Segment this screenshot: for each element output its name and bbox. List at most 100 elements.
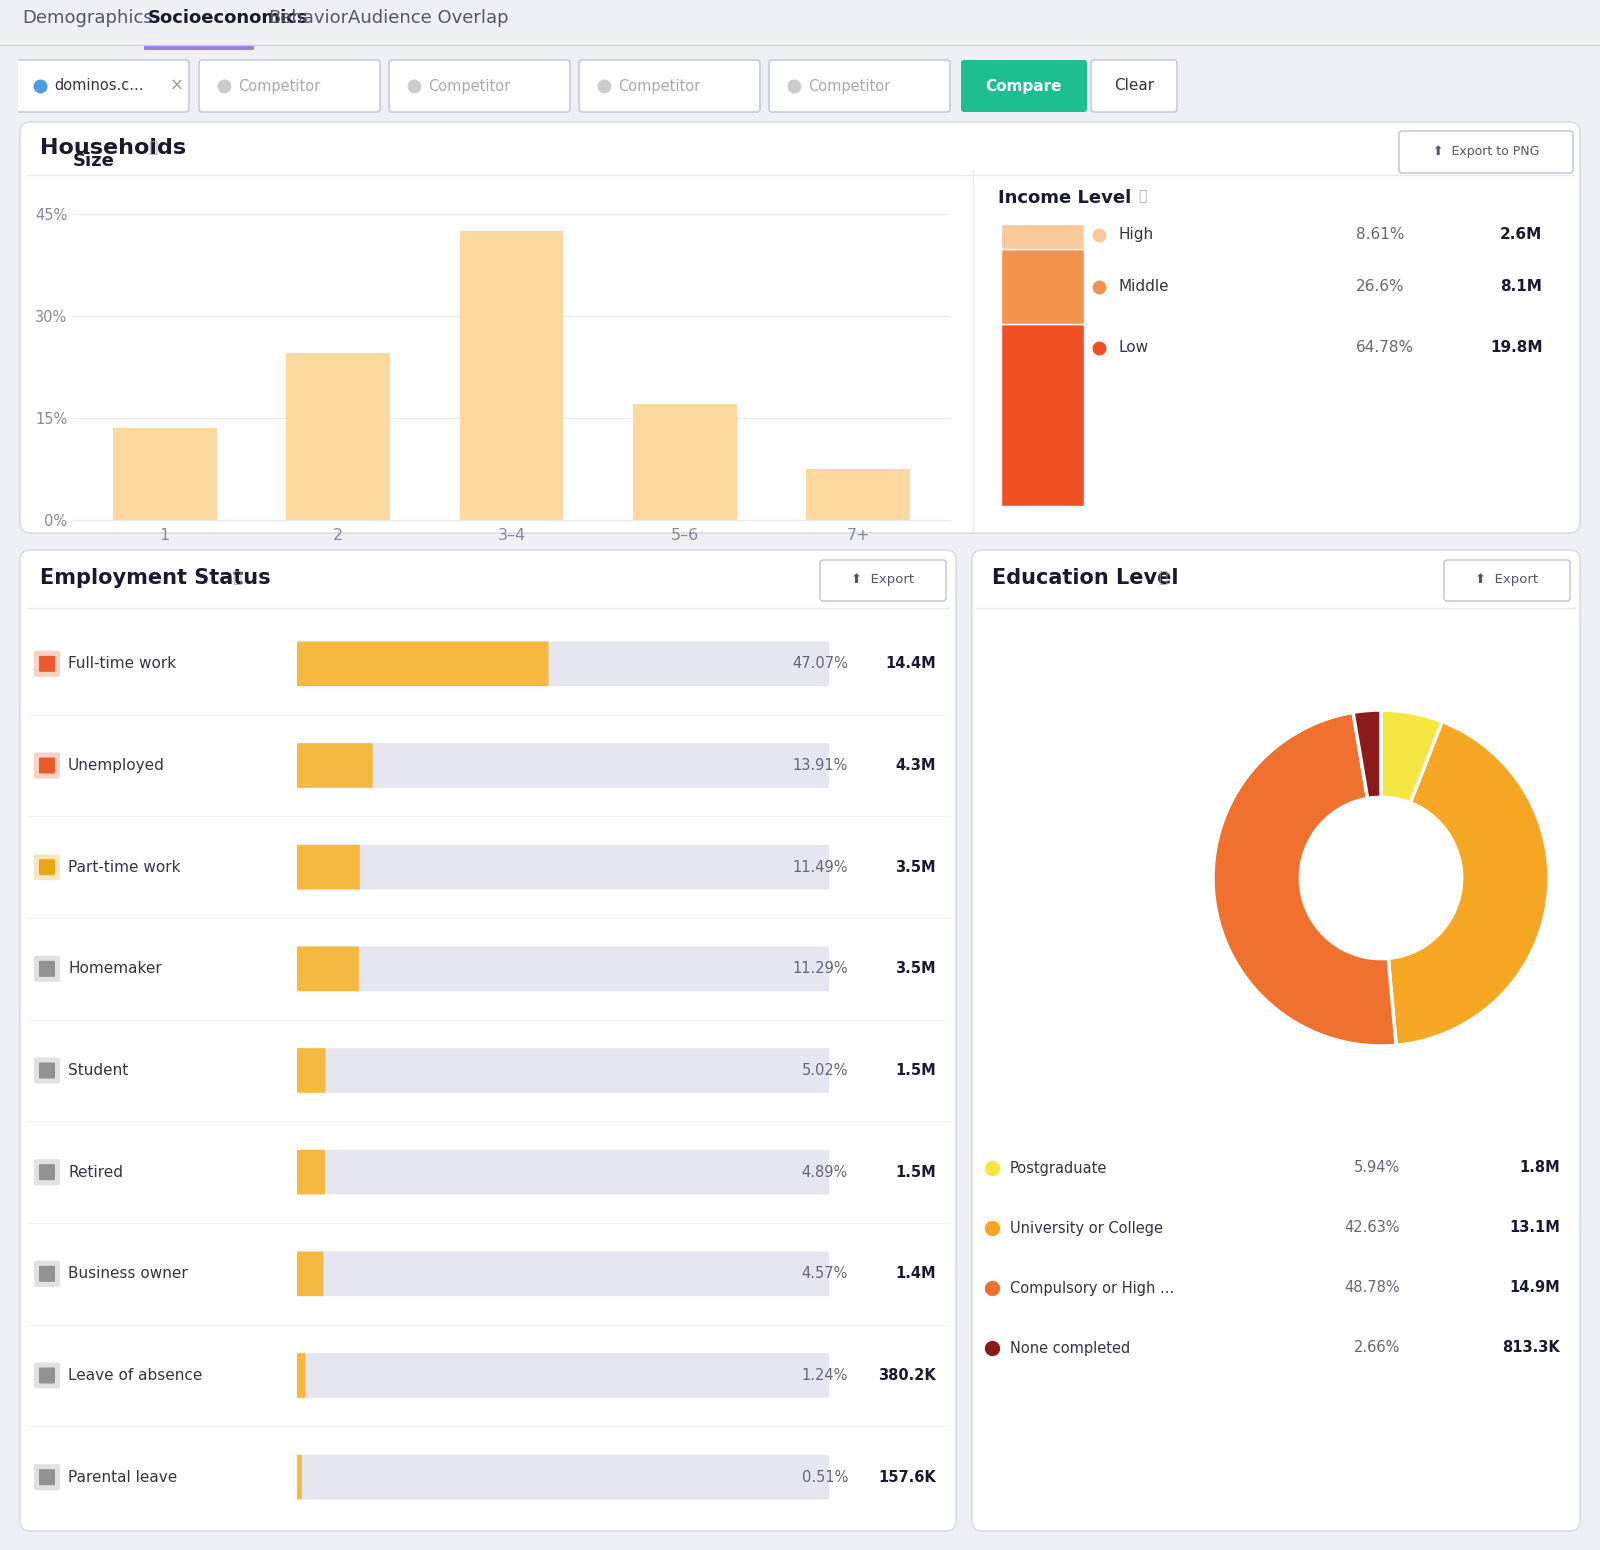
Text: 1.24%: 1.24% [802,1369,848,1383]
Text: ⓘ: ⓘ [147,141,157,155]
FancyBboxPatch shape [38,656,54,671]
Text: 4.3M: 4.3M [896,758,936,773]
FancyBboxPatch shape [1002,324,1085,507]
FancyBboxPatch shape [971,550,1581,1531]
Text: Low: Low [1118,339,1149,355]
FancyBboxPatch shape [579,60,760,112]
Text: 47.07%: 47.07% [792,656,848,671]
Text: Unemployed: Unemployed [67,758,165,773]
FancyBboxPatch shape [14,60,189,112]
FancyBboxPatch shape [298,1048,326,1093]
FancyBboxPatch shape [34,1465,61,1490]
Text: Leave of absence: Leave of absence [67,1369,202,1383]
FancyBboxPatch shape [298,742,373,787]
FancyBboxPatch shape [34,1362,61,1389]
Text: Households: Households [40,138,186,158]
FancyBboxPatch shape [34,854,61,880]
FancyBboxPatch shape [298,1150,829,1195]
Text: Parental leave: Parental leave [67,1469,178,1485]
FancyBboxPatch shape [34,1260,61,1286]
Text: ⓘ: ⓘ [232,570,242,586]
Text: Compulsory or High ...: Compulsory or High ... [1010,1280,1174,1296]
FancyBboxPatch shape [298,845,829,890]
Text: 3.5M: 3.5M [896,961,936,976]
Text: 8.1M: 8.1M [1501,279,1542,294]
Wedge shape [1389,722,1549,1045]
FancyBboxPatch shape [1443,560,1570,601]
Text: 42.63%: 42.63% [1344,1220,1400,1235]
Text: 0.51%: 0.51% [802,1469,848,1485]
FancyBboxPatch shape [38,1164,54,1180]
Text: 14.4M: 14.4M [885,656,936,671]
Text: Part-time work: Part-time work [67,860,181,874]
Text: Compare: Compare [986,79,1062,93]
Text: Business owner: Business owner [67,1266,187,1282]
Text: 5.02%: 5.02% [802,1063,848,1077]
Text: 48.78%: 48.78% [1344,1280,1400,1296]
Text: University or College: University or College [1010,1220,1163,1235]
Text: Postgraduate: Postgraduate [1010,1161,1107,1175]
Text: 157.6K: 157.6K [878,1469,936,1485]
Text: Employment Status: Employment Status [40,567,270,587]
FancyBboxPatch shape [38,758,54,773]
Text: 1.4M: 1.4M [896,1266,936,1282]
Text: Audience Overlap: Audience Overlap [349,9,509,26]
Text: Competitor: Competitor [429,79,510,93]
Text: 11.29%: 11.29% [792,961,848,976]
Text: 13.1M: 13.1M [1509,1220,1560,1235]
Bar [286,353,390,519]
FancyBboxPatch shape [298,1455,829,1499]
FancyBboxPatch shape [298,1251,829,1296]
Text: Competitor: Competitor [618,79,701,93]
FancyBboxPatch shape [298,1251,323,1296]
Text: None completed: None completed [1010,1341,1130,1356]
Bar [806,470,910,519]
FancyBboxPatch shape [389,60,570,112]
Text: 4.89%: 4.89% [802,1164,848,1180]
Text: 14.9M: 14.9M [1509,1280,1560,1296]
Text: Competitor: Competitor [238,79,320,93]
Text: ×: × [170,78,184,95]
FancyBboxPatch shape [19,122,1581,533]
FancyBboxPatch shape [298,1150,325,1195]
Text: Competitor: Competitor [808,79,890,93]
Text: Student: Student [67,1063,128,1077]
Bar [114,428,218,519]
FancyBboxPatch shape [38,961,54,976]
FancyBboxPatch shape [298,1353,306,1398]
Text: Socioeconomics: Socioeconomics [147,9,309,26]
FancyBboxPatch shape [298,845,360,890]
FancyBboxPatch shape [298,1048,829,1093]
FancyBboxPatch shape [38,1062,54,1079]
Text: ⬆  Export: ⬆ Export [851,574,915,586]
Bar [144,45,254,50]
Text: 3.5M: 3.5M [896,860,936,874]
Wedge shape [1381,710,1442,803]
Text: Middle: Middle [1118,279,1170,294]
Text: 11.49%: 11.49% [792,860,848,874]
FancyBboxPatch shape [38,1469,54,1485]
Text: 1.5M: 1.5M [896,1063,936,1077]
Text: 8.61%: 8.61% [1355,228,1405,242]
FancyBboxPatch shape [1002,225,1085,248]
Text: 5.94%: 5.94% [1354,1161,1400,1175]
Text: Homemaker: Homemaker [67,961,162,976]
Text: 1.5M: 1.5M [896,1164,936,1180]
FancyBboxPatch shape [298,947,829,990]
Text: Clear: Clear [1114,79,1154,93]
Text: 2.6M: 2.6M [1501,228,1542,242]
Text: dominos.c...: dominos.c... [54,79,144,93]
FancyBboxPatch shape [770,60,950,112]
FancyBboxPatch shape [198,60,381,112]
FancyBboxPatch shape [38,1266,54,1282]
FancyBboxPatch shape [38,859,54,876]
Text: ⬆  Export: ⬆ Export [1475,574,1539,586]
FancyBboxPatch shape [1002,248,1085,324]
FancyBboxPatch shape [19,550,957,1531]
Text: Demographics: Demographics [22,9,152,26]
Text: 2.66%: 2.66% [1354,1341,1400,1356]
Text: Full-time work: Full-time work [67,656,176,671]
FancyBboxPatch shape [819,560,946,601]
Wedge shape [1213,713,1397,1046]
FancyBboxPatch shape [962,60,1086,112]
